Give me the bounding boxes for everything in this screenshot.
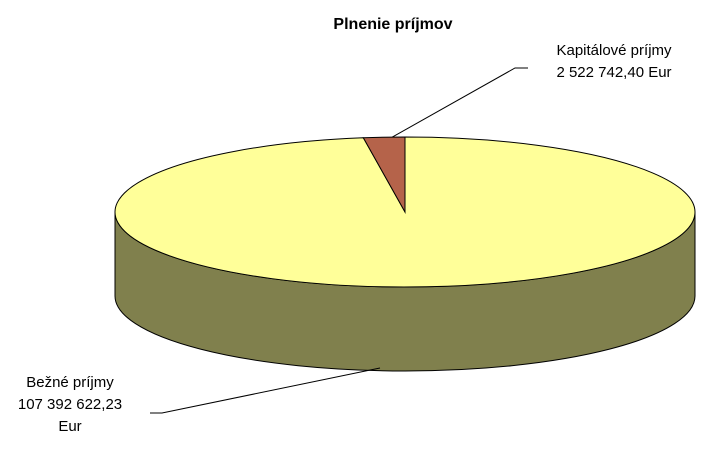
slice bbox=[362, 136, 406, 214]
value-label: 107 392 622,23 Eur bbox=[17, 396, 123, 435]
value-label: 2 522 742,40 Eur bbox=[556, 64, 672, 81]
chart-title: Plnenie príjmov bbox=[333, 16, 452, 33]
category-label: Bežné príjmy bbox=[26, 374, 114, 391]
leader-line bbox=[150, 367, 381, 414]
category-label: Kapitálové príjmy bbox=[556, 42, 672, 59]
leader-line bbox=[391, 67, 528, 138]
slice-label: Bežné príjmy 107 392 622,23 Eur bbox=[6, 372, 134, 438]
slice-label: Kapitálové príjmy 2 522 742,40 Eur bbox=[530, 40, 698, 84]
